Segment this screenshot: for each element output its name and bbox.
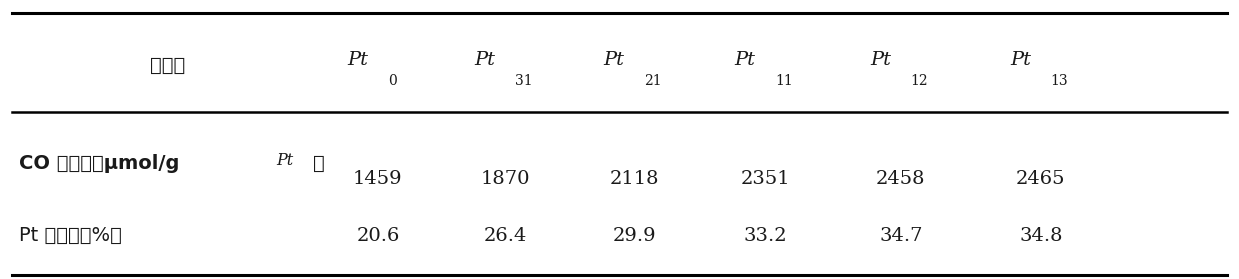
Text: 13: 13 bbox=[1051, 74, 1068, 88]
Text: 2118: 2118 bbox=[610, 170, 659, 187]
Text: 20.6: 20.6 bbox=[356, 227, 400, 245]
Text: Pt: Pt bbox=[1010, 51, 1031, 69]
Text: Pt: Pt bbox=[870, 51, 891, 69]
Text: 12: 12 bbox=[911, 74, 928, 88]
Text: 34.8: 34.8 bbox=[1018, 227, 1063, 245]
Text: 31: 31 bbox=[515, 74, 533, 88]
Text: Pt: Pt bbox=[475, 51, 496, 69]
Text: CO 吸附量（μmol/g: CO 吸附量（μmol/g bbox=[19, 154, 186, 173]
Text: 33.2: 33.2 bbox=[743, 227, 788, 245]
Text: 催化剑: 催化剑 bbox=[150, 56, 185, 75]
Text: Pt: Pt bbox=[735, 51, 756, 69]
Text: 2465: 2465 bbox=[1016, 170, 1066, 187]
Text: ）: ） bbox=[313, 154, 325, 173]
Text: 1459: 1459 bbox=[353, 170, 403, 187]
Text: 2458: 2458 bbox=[876, 170, 926, 187]
Text: Pt: Pt bbox=[347, 51, 368, 69]
Text: Pt 分散度（%）: Pt 分散度（%） bbox=[19, 226, 121, 245]
Text: 26.4: 26.4 bbox=[483, 227, 528, 245]
Text: 1870: 1870 bbox=[481, 170, 530, 187]
Text: 34.7: 34.7 bbox=[878, 227, 923, 245]
Text: Pt: Pt bbox=[603, 51, 624, 69]
Text: 29.9: 29.9 bbox=[612, 227, 657, 245]
Text: 0: 0 bbox=[388, 74, 396, 88]
Text: 21: 21 bbox=[644, 74, 662, 88]
Text: 2351: 2351 bbox=[741, 170, 790, 187]
Text: 11: 11 bbox=[776, 74, 793, 88]
Text: Pt: Pt bbox=[276, 152, 294, 169]
